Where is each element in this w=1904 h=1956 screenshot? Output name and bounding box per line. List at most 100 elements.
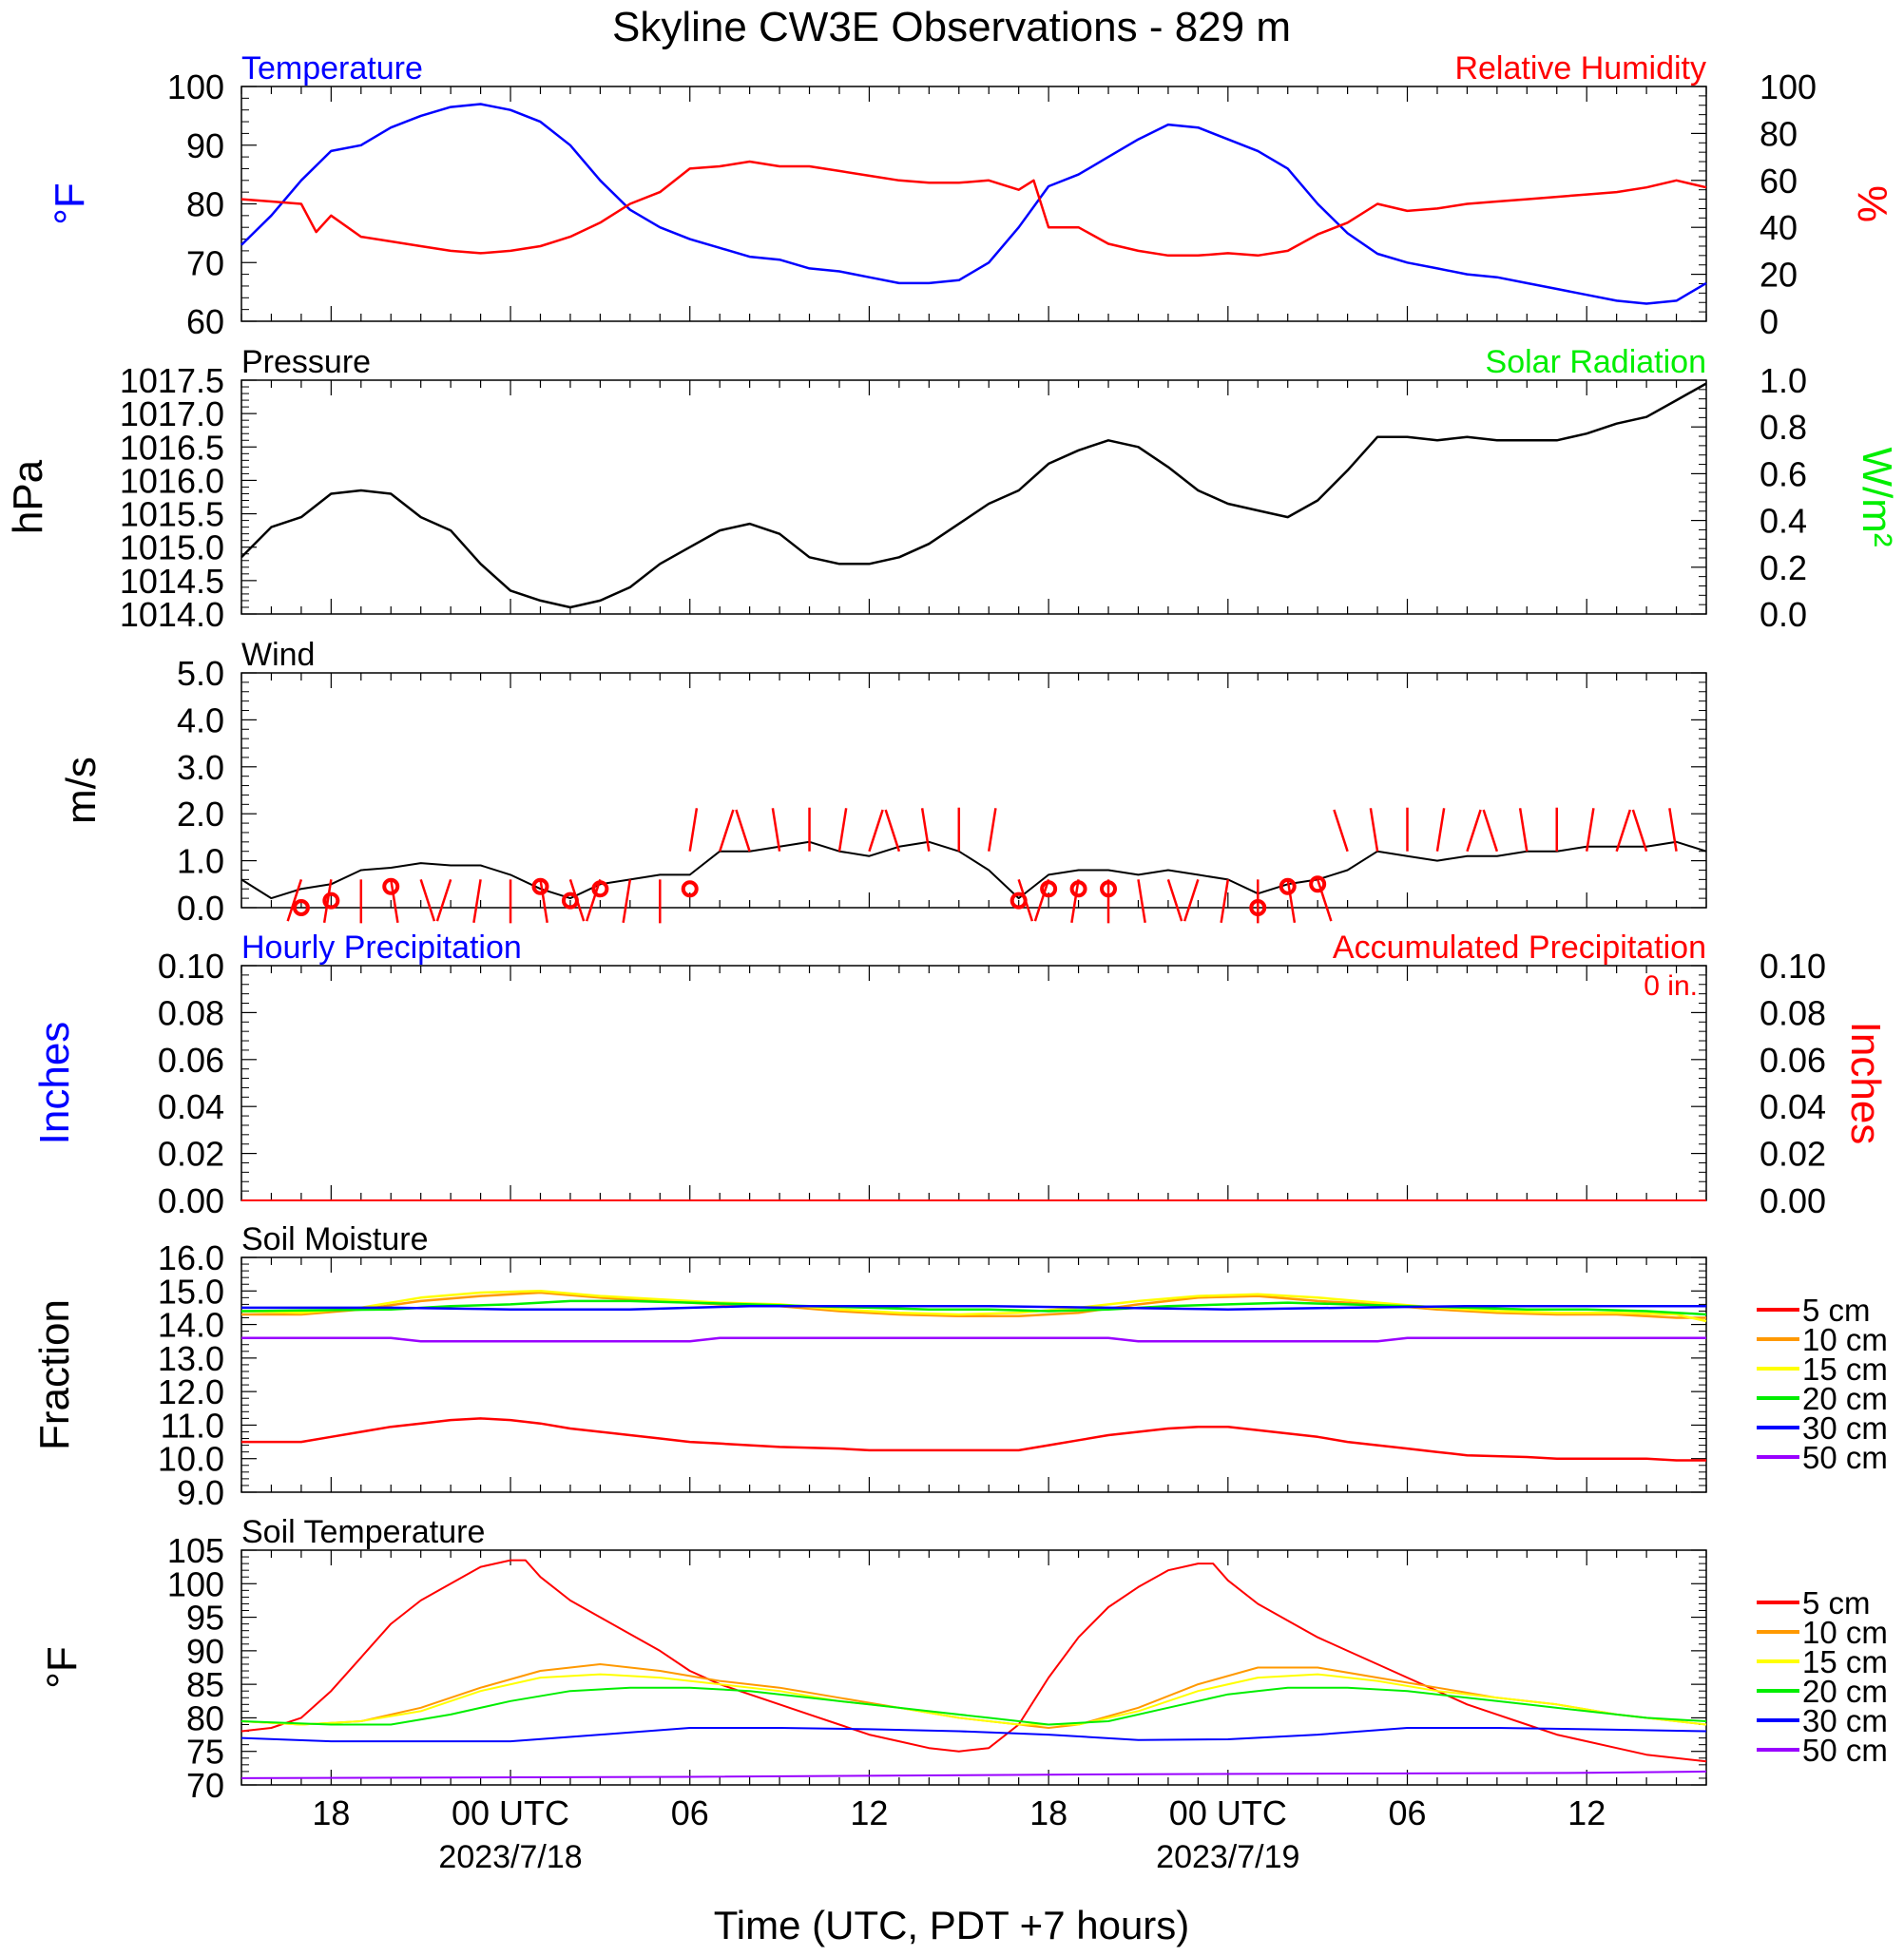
- y-tick-label: 4.0: [177, 700, 224, 739]
- wind-barb: [1033, 878, 1050, 922]
- wind-barb: [419, 878, 436, 922]
- wind-panel: 5.0 4.0 3.0 2.0 1.0 0.0 Wind m/s: [58, 637, 1707, 928]
- y-tick-label: 90: [186, 1632, 224, 1671]
- soil-moisture-50cm: [241, 1336, 1706, 1343]
- pressure-panel: 1017.51017.01016.51016.01015.51015.01014…: [5, 344, 1900, 634]
- soil-moisture-5cm: [241, 1417, 1706, 1462]
- soil-temp-5cm: [240, 1559, 1707, 1763]
- legend-label: 20 cm: [1802, 1381, 1888, 1416]
- y-tick-label: 105: [167, 1531, 224, 1570]
- pressure-left-title: Pressure: [241, 344, 371, 380]
- wind-barb: [884, 809, 901, 853]
- wind-frame: [240, 672, 1707, 909]
- y-right-tick-label: 0.8: [1760, 408, 1807, 447]
- y-tick-label: 9.0: [177, 1473, 224, 1512]
- precip-total-label: 0 in.: [1644, 970, 1698, 1002]
- calm-wind-circle: [382, 877, 400, 895]
- y-tick-label: 80: [186, 1698, 224, 1737]
- wind-barb: [718, 809, 735, 853]
- wind-left-unit: m/s: [58, 757, 105, 824]
- wind-barb: [837, 808, 848, 852]
- y-tick-label: 1.0: [177, 842, 224, 881]
- soil_temp-left-unit: °F: [39, 1646, 86, 1688]
- soil_moisture-left-title: Soil Moisture: [241, 1221, 429, 1257]
- wind-barb: [1518, 808, 1529, 852]
- soil_temp-left-title: Soil Temperature: [241, 1514, 485, 1550]
- wind-barb: [472, 879, 482, 923]
- x-tick-label: 18: [312, 1793, 350, 1832]
- y-tick-label: 14.0: [158, 1306, 224, 1345]
- calm-wind-circle: [531, 877, 549, 895]
- y-tick-label: 13.0: [158, 1339, 224, 1378]
- precip-panel: 0.10 0.08 0.06 0.04 0.02 0.00 0.10 0.08 0.06 0.04…: [31, 930, 1889, 1220]
- y-tick-label: 85: [186, 1665, 224, 1704]
- wind-barb: [1333, 809, 1349, 853]
- y-tick-label: 1015.0: [120, 528, 224, 567]
- soil-moisture-20cm: [240, 1299, 1707, 1316]
- y-tick-label: 1017.5: [120, 361, 224, 400]
- y-tick-label: 90: [186, 126, 224, 165]
- y-right-tick-label: 0.2: [1760, 548, 1807, 587]
- y-tick-label: 95: [186, 1599, 224, 1638]
- wind-barb: [868, 809, 884, 853]
- wind-speed-line: [240, 840, 1707, 900]
- legend-label: 10 cm: [1802, 1322, 1888, 1357]
- precip-left-unit: Inches: [31, 1022, 78, 1145]
- temp_rh-frame: [240, 86, 1707, 322]
- wind-barb: [322, 879, 333, 923]
- temp_rh-right-unit: %: [1849, 185, 1895, 222]
- y-tick-label: 15.0: [158, 1272, 224, 1311]
- y-tick-label: 100: [167, 67, 224, 106]
- soil-temp-50cm: [240, 1770, 1707, 1779]
- y-tick-label: 0.06: [158, 1041, 224, 1080]
- y-right-tick-label: 0: [1760, 302, 1779, 341]
- x-tick-label: 06: [1388, 1793, 1426, 1832]
- y-right-tick-label: 40: [1760, 208, 1798, 247]
- pressure-right-unit: W/m²: [1854, 447, 1900, 547]
- calm-wind-circle: [1279, 877, 1297, 895]
- y-right-tick-label: 100: [1760, 67, 1817, 106]
- legend-label: 15 cm: [1802, 1352, 1888, 1387]
- calm-wind-circle: [561, 892, 579, 910]
- y-tick-label: 5.0: [177, 654, 224, 693]
- x-tick-label: 06: [671, 1793, 709, 1832]
- y-tick-label: 2.0: [177, 795, 224, 834]
- y-tick-label: 1017.0: [120, 394, 224, 433]
- legend-label: 50 cm: [1802, 1733, 1888, 1768]
- humidity-line: [240, 160, 1707, 258]
- wind-barb: [622, 879, 632, 923]
- wind-barb: [1316, 878, 1333, 922]
- wind-barb: [771, 808, 781, 852]
- wind-barb: [1585, 808, 1595, 852]
- legend-label: 30 cm: [1802, 1410, 1888, 1446]
- y-right-tick-label: 0.00: [1760, 1181, 1826, 1220]
- calm-wind-circle: [1249, 899, 1267, 916]
- precip-right-unit: Inches: [1842, 1022, 1889, 1145]
- panels-layer: 100 90 80 70 60 100 80 60 40 20 0 Temperature Relati…: [5, 50, 1900, 1875]
- y-tick-label: 0.04: [158, 1087, 224, 1126]
- y-tick-label: 100: [167, 1564, 224, 1603]
- wind-barb: [539, 879, 548, 923]
- y-tick-label: 0.10: [158, 947, 224, 986]
- x-tick-label: 00 UTC: [452, 1793, 569, 1832]
- temp_rh-right-title: Relative Humidity: [1454, 50, 1706, 86]
- y-right-tick-label: 0.4: [1760, 502, 1807, 541]
- y-right-tick-label: 20: [1760, 256, 1798, 295]
- y-right-tick-label: 0.08: [1760, 993, 1826, 1032]
- wind-barb: [1166, 878, 1183, 922]
- wind-barb: [735, 809, 751, 853]
- x-date-label: 2023/7/19: [1156, 1839, 1299, 1875]
- calm-wind-circle: [1069, 880, 1087, 898]
- wind-barb: [987, 808, 997, 852]
- calm-wind-circle: [322, 892, 340, 910]
- wind-barb: [1466, 809, 1482, 853]
- calm-wind-circle: [1040, 880, 1058, 898]
- soil_temp-frame: [240, 1549, 1707, 1786]
- calm-wind-circle: [1309, 875, 1327, 893]
- y-right-tick-label: 1.0: [1760, 361, 1807, 400]
- y-tick-label: 11.0: [161, 1406, 224, 1445]
- wind-barb: [1220, 879, 1230, 923]
- y-tick-label: 10.0: [158, 1440, 224, 1479]
- chart-title: Skyline CW3E Observations - 829 m: [612, 4, 1291, 50]
- wind-barb: [1482, 809, 1499, 853]
